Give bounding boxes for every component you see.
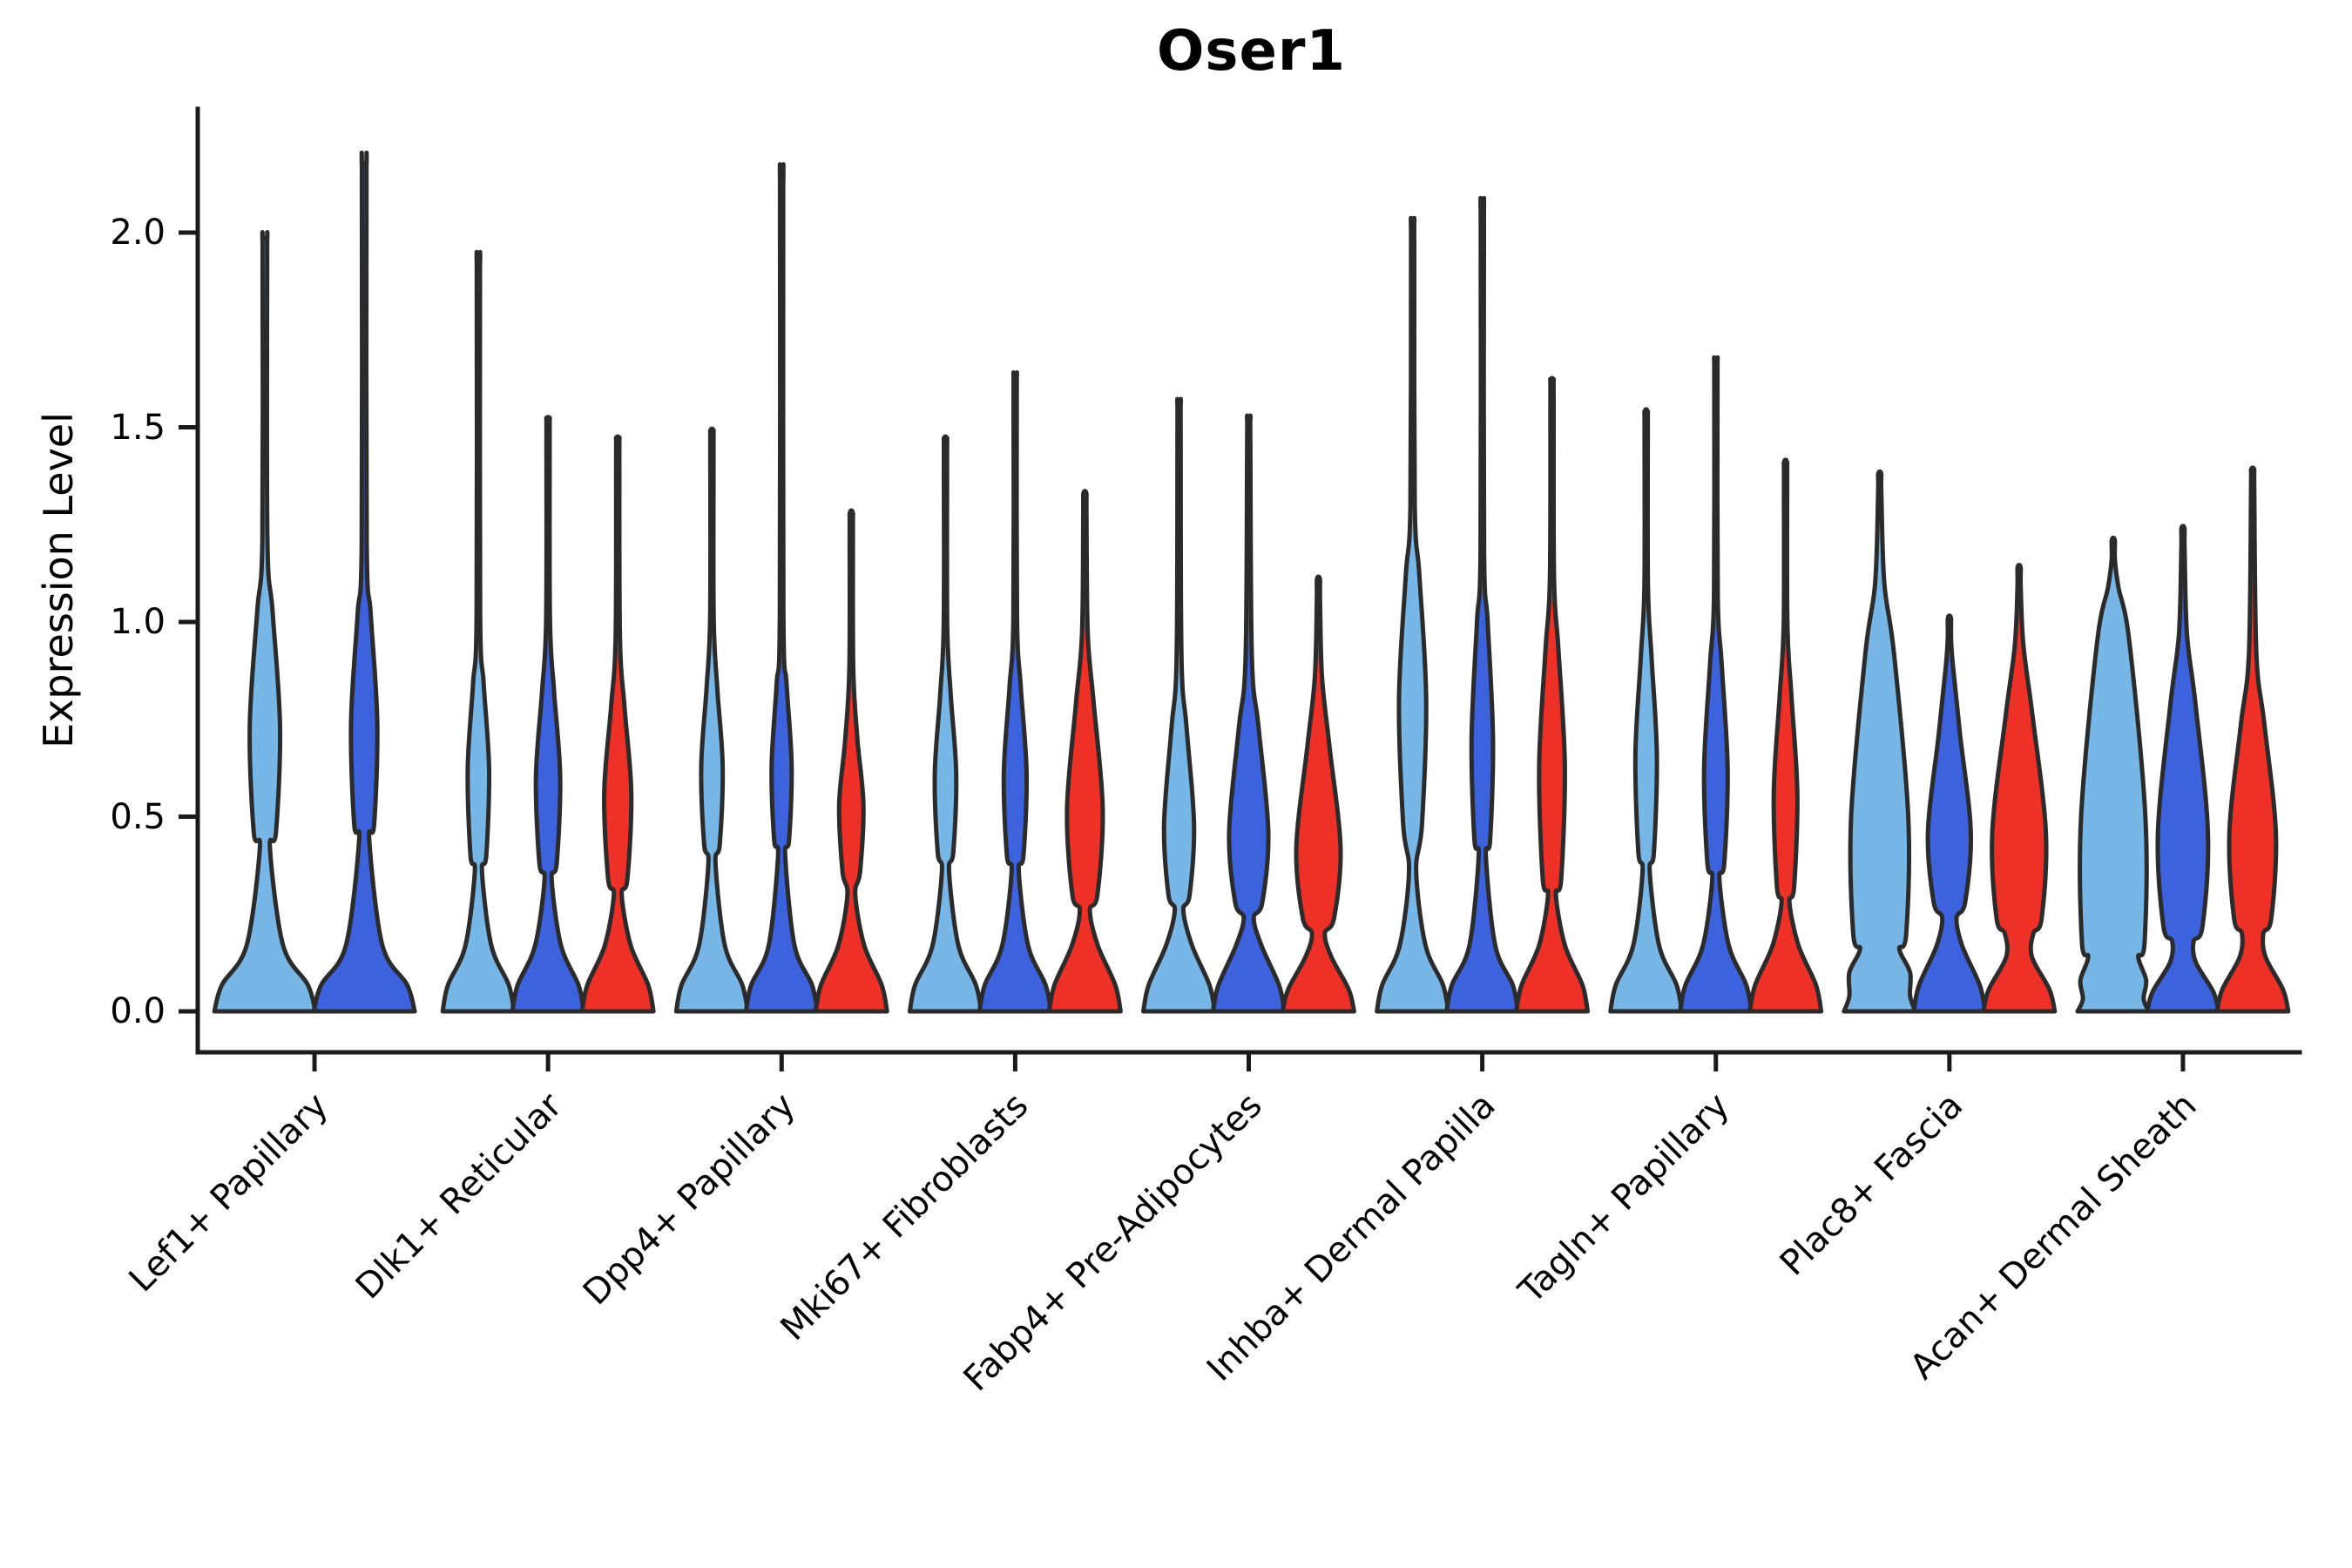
violin-light_blue [1842, 469, 1918, 1014]
violin-light_blue [212, 230, 318, 1014]
chart-title: Oser1 [1157, 19, 1346, 84]
y-tick-label: 2.0 [110, 213, 166, 253]
violin-blue [977, 370, 1053, 1014]
violin-red [813, 508, 889, 1014]
violin-red [1514, 375, 1591, 1014]
violin-blue [510, 415, 586, 1014]
violin-blue [1211, 413, 1287, 1014]
y-tick-label: 0.0 [110, 991, 166, 1031]
y-tick-label: 1.5 [110, 407, 166, 448]
violin-light_blue [2075, 535, 2152, 1014]
violin-red [579, 434, 656, 1014]
violin-blue [1444, 196, 1521, 1014]
violin-red [1981, 563, 2058, 1014]
y-tick-label: 0.5 [110, 796, 166, 837]
violin-red [1747, 457, 1824, 1014]
violin-red [2214, 465, 2291, 1014]
violin-light_blue [1141, 396, 1217, 1014]
violin-blue [311, 150, 417, 1014]
y-tick-label: 1.0 [110, 602, 166, 642]
violin-light_blue [907, 434, 983, 1014]
violin-blue [2145, 524, 2221, 1014]
violin-light_blue [673, 426, 750, 1014]
violin-red [1281, 574, 1356, 1014]
violin-blue [1678, 355, 1754, 1014]
violin-red [1046, 489, 1123, 1014]
axis-spines [195, 106, 2302, 1055]
violin-blue [743, 162, 820, 1014]
violin-light_blue [1375, 215, 1451, 1014]
violin-blue [1911, 613, 1988, 1014]
violin-light_blue [440, 250, 517, 1014]
violin-light_blue [1608, 407, 1685, 1014]
